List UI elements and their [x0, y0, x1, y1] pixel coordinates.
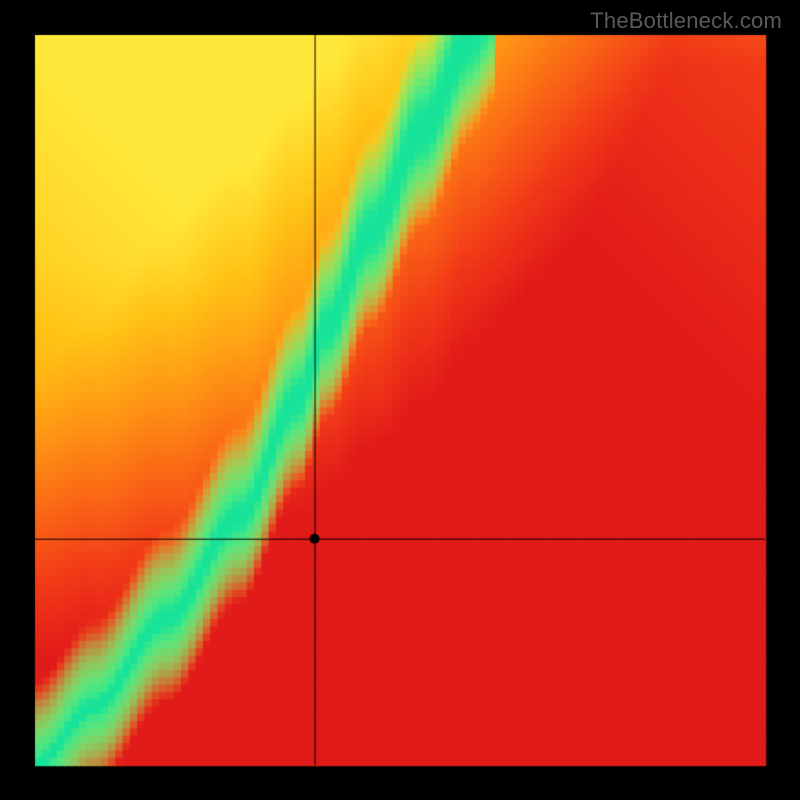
watermark-text: TheBottleneck.com	[590, 8, 782, 34]
bottleneck-heatmap	[0, 0, 800, 800]
